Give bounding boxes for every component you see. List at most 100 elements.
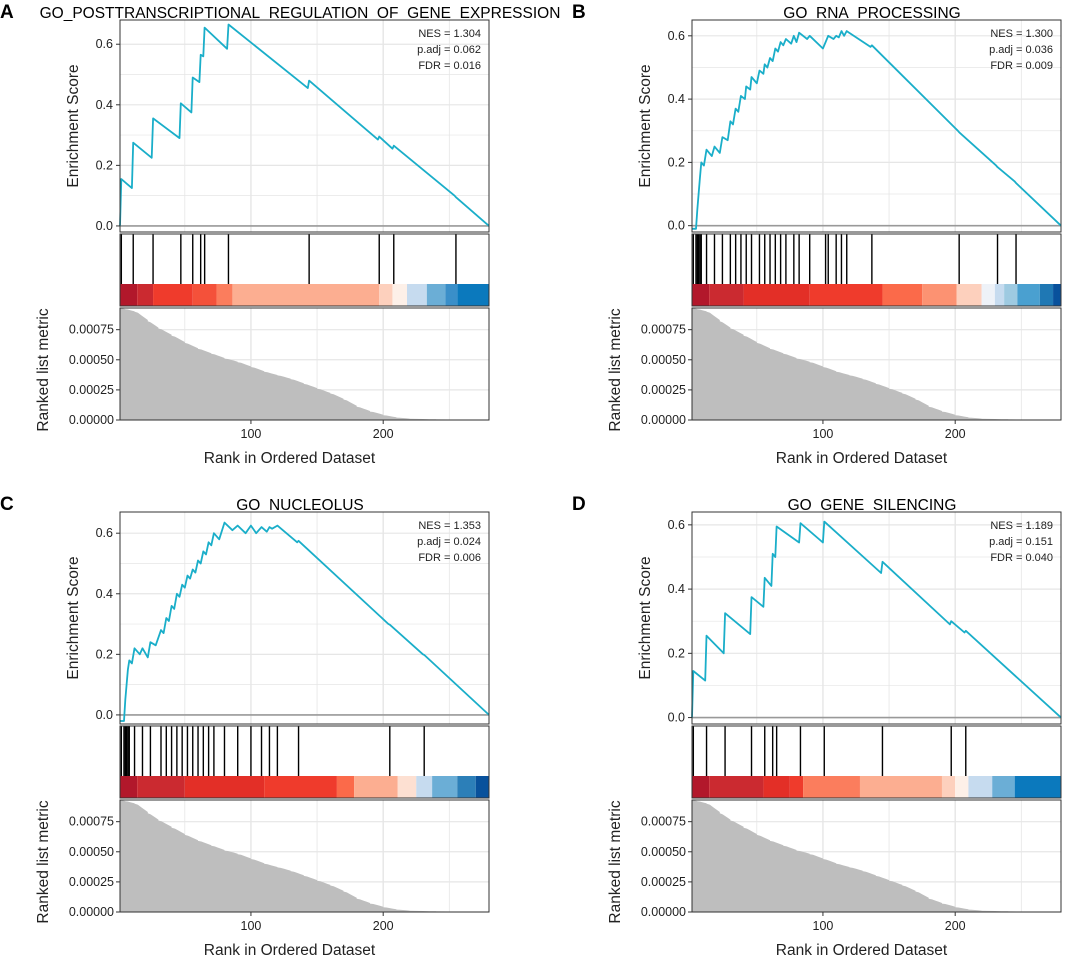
xlabel: Rank in Ordered Dataset: [204, 450, 376, 467]
xtick-label: 100: [813, 919, 834, 933]
metric-ytick-label: 0.00000: [69, 413, 114, 427]
rank-heat-block: [354, 776, 398, 798]
es-curve: [691, 520, 1062, 719]
rank-heat-block: [407, 284, 427, 306]
rank-heat-block: [882, 284, 923, 306]
rank-heat-block: [216, 284, 233, 306]
rank-heat-block: [475, 776, 489, 798]
rank-heat-block: [426, 284, 446, 306]
padj-value: p.adj = 0.024: [417, 536, 481, 548]
rank-heat-block: [397, 776, 417, 798]
es-ytick-label: 0.4: [668, 582, 685, 596]
padj-value: p.adj = 0.036: [989, 44, 1053, 56]
hit-track-frame: [691, 233, 1062, 307]
rank-heat-block: [992, 776, 1015, 798]
rank-heat-block: [922, 284, 957, 306]
es-ytick-label: 0.0: [96, 708, 113, 722]
rank-heat-block: [416, 776, 433, 798]
metric-ytick-label: 0.00050: [641, 845, 686, 859]
hit-track-frame: [119, 725, 490, 799]
ranked-metric-area: [120, 800, 489, 912]
gsea-panel-a: A GO_POSTTRANSCRIPTIONAL_REGULATION_OF_GE…: [0, 2, 560, 467]
hit-track-frame: [691, 725, 1062, 799]
padj-value: p.adj = 0.151: [989, 536, 1053, 548]
es-ytick-label: 0.4: [668, 92, 685, 106]
metric-ytick-label: 0.00025: [641, 875, 686, 889]
metric-ylabel: Ranked list metric: [607, 800, 624, 923]
es-ytick-label: 0.2: [668, 646, 685, 660]
es-plot-frame: [119, 511, 490, 725]
panel-letter: C: [0, 494, 14, 515]
rank-heat-block: [432, 776, 458, 798]
metric-ytick-label: 0.00025: [641, 383, 686, 397]
hit-track-frame: [119, 233, 490, 307]
rank-heat-block: [859, 776, 942, 798]
es-ytick-label: 0.2: [96, 647, 113, 661]
nes-value: NES = 1.304: [418, 28, 481, 40]
rank-heat-block: [457, 284, 489, 306]
metric-ytick-label: 0.00075: [641, 323, 686, 337]
rank-heat-block: [120, 776, 138, 798]
metric-ytick-label: 0.00025: [69, 875, 114, 889]
rank-heat-block: [192, 284, 217, 306]
es-ytick-label: 0.6: [668, 29, 685, 43]
fdr-value: FDR = 0.006: [418, 552, 481, 564]
metric-ytick-label: 0.00000: [69, 905, 114, 919]
panel-letter: D: [572, 494, 586, 515]
es-ytick-label: 0.4: [96, 587, 113, 601]
rank-heat-block: [379, 284, 393, 306]
rank-heat-block: [1039, 284, 1054, 306]
panel-letter: A: [0, 2, 14, 23]
rank-heat-block: [120, 284, 138, 306]
rank-heat-block: [809, 284, 883, 306]
es-curve: [120, 521, 490, 722]
rank-heat-block: [763, 776, 790, 798]
rank-heat-block: [445, 284, 458, 306]
ranked-metric-area: [692, 800, 1061, 912]
xlabel: Rank in Ordered Dataset: [776, 942, 948, 957]
gsea-panel-b: B GO_RNA_PROCESSING 0.0 0.2 0.4 0.6 Enrichment…: [572, 2, 1062, 467]
xtick-label: 100: [813, 427, 834, 441]
es-ylabel: Enrichment Score: [637, 556, 654, 679]
xtick-label: 200: [945, 427, 966, 441]
es-plot-background: [692, 512, 1061, 724]
fdr-value: FDR = 0.009: [990, 60, 1053, 72]
metric-ytick-label: 0.00075: [641, 815, 686, 829]
es-ytick-label: 0.0: [668, 711, 685, 725]
es-ytick-label: 0.2: [668, 155, 685, 169]
es-ytick-label: 0.0: [96, 219, 113, 233]
es-plot-background: [120, 20, 489, 232]
rank-heat-block: [692, 284, 710, 306]
es-ylabel: Enrichment Score: [65, 64, 82, 187]
rank-heat-block: [743, 284, 810, 306]
fdr-value: FDR = 0.040: [990, 552, 1053, 564]
metric-ytick-label: 0.00000: [641, 413, 686, 427]
panel-title: GO_NUCLEOLUS: [236, 497, 363, 514]
rank-heat-block: [1004, 284, 1018, 306]
rank-heat-block: [1053, 284, 1061, 306]
rank-heat-block: [941, 776, 956, 798]
metric-ytick-label: 0.00050: [641, 353, 686, 367]
rank-heat-block: [392, 284, 407, 306]
xtick-label: 200: [373, 919, 394, 933]
metric-ytick-label: 0.00050: [69, 845, 114, 859]
metric-ytick-label: 0.00050: [69, 353, 114, 367]
es-plot-frame: [119, 19, 490, 233]
es-curve: [119, 23, 490, 227]
rank-heat-block: [137, 284, 154, 306]
nes-value: NES = 1.189: [990, 520, 1053, 532]
rank-heat-block: [457, 776, 476, 798]
rank-heat-block: [955, 776, 969, 798]
gsea-panel-c: C GO_NUCLEOLUS 0.0 0.2 0.4 0.6 Enrichment Scor…: [0, 494, 490, 957]
padj-value: p.adj = 0.062: [417, 44, 481, 56]
rank-heat-block: [981, 284, 995, 306]
metric-ytick-label: 0.00075: [69, 323, 114, 337]
es-ytick-label: 0.0: [668, 219, 685, 233]
es-ytick-label: 0.6: [96, 37, 113, 51]
rank-heat-block: [994, 284, 1005, 306]
rank-heat-block: [336, 776, 355, 798]
ranked-metric-area: [692, 308, 1061, 420]
xtick-label: 100: [241, 919, 262, 933]
panel-letter: B: [572, 2, 586, 23]
rank-heat-block: [184, 776, 265, 798]
